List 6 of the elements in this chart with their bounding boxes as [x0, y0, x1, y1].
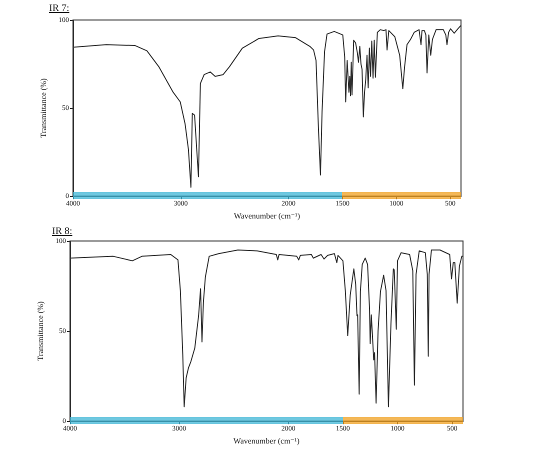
y-axis-title: Transmittance (%)	[36, 300, 46, 361]
y-axis-title: Transmittance (%)	[39, 78, 48, 138]
x-axis-title: Wavenumber (cm⁻¹)	[234, 212, 300, 220]
chart-title: IR 8:	[52, 226, 72, 238]
chart-title: IR 7:	[49, 3, 70, 15]
x-axis-title: Wavenumber (cm⁻¹)	[233, 436, 300, 446]
